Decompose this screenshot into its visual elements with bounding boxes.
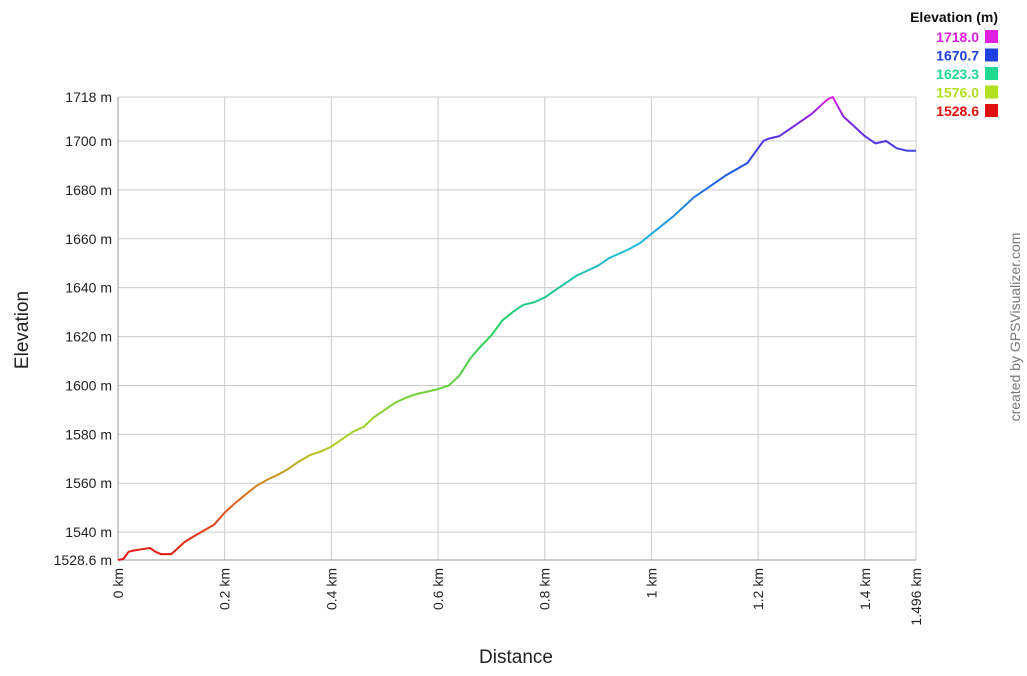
legend-swatch [985, 104, 998, 117]
x-tick-label: 0 km [110, 568, 126, 598]
legend-swatch [985, 67, 998, 80]
grid-lines [117, 96, 917, 561]
y-tick-label: 1660 m [65, 231, 112, 247]
legend-label: 1576.0 [936, 85, 979, 101]
y-tick-label: 1620 m [65, 329, 112, 345]
x-tick-label: 0.2 km [217, 568, 233, 610]
legend-swatch [985, 48, 998, 62]
series-line [117, 96, 916, 561]
y-tick-label: 1680 m [65, 182, 112, 198]
x-tick-label: 1.496 km [908, 568, 924, 626]
x-tick-label: 0.6 km [430, 568, 446, 610]
y-axis-title: Elevation [12, 291, 33, 369]
y-tick-label: 1528.6 m [54, 552, 112, 568]
legend-label: 1718.0 [936, 29, 979, 45]
y-tick-label: 1640 m [65, 280, 112, 296]
x-tick-label: 1 km [643, 568, 659, 598]
legend-title: Elevation (m) [910, 9, 998, 25]
y-tick-label: 1718 m [65, 89, 112, 105]
y-tick-label: 1700 m [65, 133, 112, 149]
legend-label: 1623.3 [936, 66, 979, 82]
y-tick-label: 1580 m [65, 426, 112, 442]
x-tick-label: 0.4 km [323, 568, 339, 610]
legend: Elevation (m) 1718.0 1670.7 1623.3 1576.0 15… [910, 9, 998, 119]
legend-swatch [985, 85, 998, 99]
y-tick-label: 1560 m [65, 475, 112, 491]
legend-label: 1528.6 [936, 103, 979, 119]
x-tick-label: 1.4 km [857, 568, 873, 610]
x-tick-label: 0.8 km [537, 568, 553, 610]
x-tick-label: 1.2 km [750, 568, 766, 610]
y-tick-label: 1600 m [65, 377, 112, 393]
legend-label: 1670.7 [936, 48, 979, 64]
x-axis-title: Distance [479, 647, 553, 668]
elevation-line [117, 96, 916, 561]
legend-swatch [985, 30, 998, 43]
y-tick-label: 1540 m [65, 524, 112, 540]
axes: Elevation Distance 1528.6 m 1540 m 1560 m 1… [12, 89, 924, 668]
credit-text: created by GPSVisualizer.com [1007, 233, 1023, 422]
